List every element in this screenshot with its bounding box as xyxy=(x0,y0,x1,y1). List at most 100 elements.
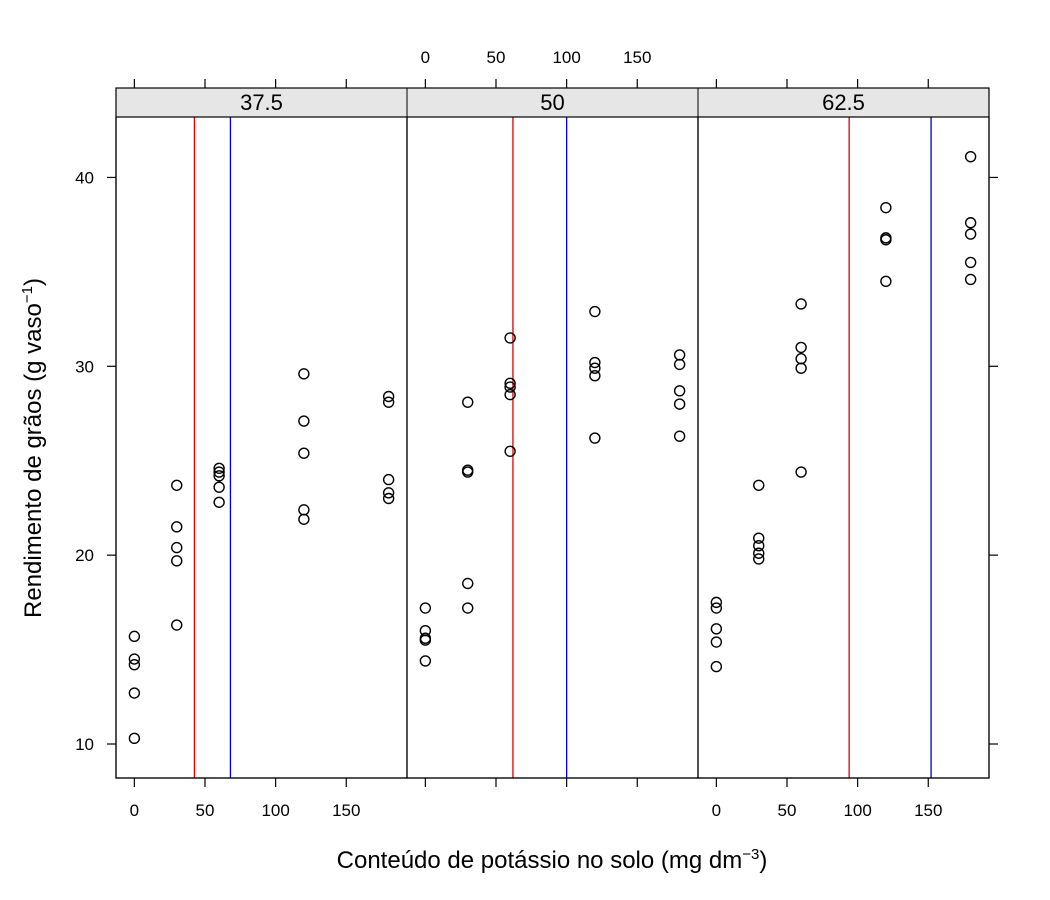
y-tick-label: 20 xyxy=(75,546,94,565)
data-point xyxy=(795,353,807,365)
data-point xyxy=(171,619,183,631)
x-tick-label: 150 xyxy=(914,801,942,820)
data-point xyxy=(795,362,807,374)
data-point xyxy=(171,521,183,533)
strip-background xyxy=(115,87,408,118)
data-point xyxy=(753,479,765,491)
data-point xyxy=(213,481,225,493)
data-point xyxy=(382,492,395,505)
data-point xyxy=(298,447,310,459)
data-point xyxy=(504,377,516,389)
strip-label: 50 xyxy=(540,90,564,115)
axes-layer: 0 50 100 150 0 50 100 150 0 50 100 150 10 20 30 40 xyxy=(75,48,998,820)
panel-62.5: 62.5 xyxy=(697,87,990,779)
data-point xyxy=(298,513,310,525)
y-axis-title-main: Rendimento de grãos (g vaso xyxy=(20,303,47,618)
data-point xyxy=(504,332,516,344)
data-point xyxy=(171,555,183,567)
data-point xyxy=(710,596,723,609)
data-point xyxy=(419,655,432,667)
x-tick-label: 150 xyxy=(623,48,651,67)
data-point xyxy=(673,385,686,397)
data-point xyxy=(673,398,686,410)
y-tick-label: 30 xyxy=(75,357,94,376)
data-point xyxy=(673,430,686,442)
data-point xyxy=(298,415,310,427)
data-point xyxy=(964,150,977,163)
x-tick-label: 150 xyxy=(332,801,360,820)
data-point xyxy=(419,634,432,646)
x-tick-label: 100 xyxy=(552,48,580,67)
x-tick-label: 50 xyxy=(487,48,506,67)
x-tick-label: 100 xyxy=(843,801,871,820)
x-tick-label: 100 xyxy=(261,801,289,820)
y-axis-title-sup: −1 xyxy=(19,286,36,303)
data-point xyxy=(382,473,395,486)
data-point xyxy=(382,396,395,408)
data-point xyxy=(462,466,474,478)
data-point xyxy=(964,217,977,229)
data-point xyxy=(462,602,474,614)
data-point xyxy=(753,547,765,559)
data-point xyxy=(673,349,686,361)
panel-50: 50 xyxy=(406,87,699,779)
data-point xyxy=(382,390,395,403)
data-point xyxy=(710,636,723,648)
y-axis-title-end: ) xyxy=(20,278,47,286)
data-point xyxy=(419,602,432,614)
panel-frame xyxy=(697,116,990,779)
x-tick-label: 50 xyxy=(778,801,797,820)
data-point xyxy=(964,256,977,269)
data-point xyxy=(504,388,516,401)
data-point xyxy=(382,487,395,499)
x-tick-label: 0 xyxy=(421,48,430,67)
data-point xyxy=(710,623,723,635)
data-point xyxy=(589,370,601,382)
data-point xyxy=(673,358,686,371)
strip-label: 37.5 xyxy=(240,90,283,115)
y-tick-label: 10 xyxy=(75,735,94,754)
data-point xyxy=(213,462,225,474)
data-point xyxy=(128,732,141,745)
x-tick-label: 50 xyxy=(196,801,215,820)
data-point xyxy=(171,541,183,554)
data-point xyxy=(880,234,892,246)
data-point xyxy=(880,201,892,214)
x-axis-title-sup: −3 xyxy=(742,846,759,863)
data-point xyxy=(171,479,183,491)
data-point xyxy=(753,553,765,565)
outer-frame xyxy=(115,87,990,779)
data-point xyxy=(298,504,310,516)
data-point xyxy=(589,305,601,318)
data-point xyxy=(213,466,225,478)
data-point xyxy=(589,432,601,444)
data-point xyxy=(880,275,892,288)
data-point xyxy=(795,466,807,478)
y-axis-title: Rendimento de grãos (g vaso−1) xyxy=(19,278,47,618)
data-point xyxy=(462,396,474,408)
data-point xyxy=(128,653,141,665)
data-point xyxy=(753,540,765,552)
strip-label: 62.5 xyxy=(822,90,865,115)
x-axis-title-end: ) xyxy=(759,847,767,874)
data-point xyxy=(462,577,474,590)
data-point xyxy=(504,381,516,393)
panel-frame xyxy=(115,116,408,779)
y-tick-label: 40 xyxy=(75,168,94,187)
data-point xyxy=(710,602,723,614)
data-point xyxy=(128,687,141,699)
data-point xyxy=(589,362,601,374)
panel-frame xyxy=(406,116,699,779)
panel-37.5: 37.5 xyxy=(115,87,408,779)
x-tick-label: 0 xyxy=(712,801,721,820)
x-axis-title-main: Conteúdo de potássio no solo (mg dm xyxy=(337,847,743,874)
data-point xyxy=(589,356,601,369)
data-point xyxy=(213,496,225,508)
data-point xyxy=(213,470,225,482)
data-point xyxy=(128,658,141,671)
x-tick-label: 0 xyxy=(130,801,139,820)
data-point xyxy=(710,660,723,673)
data-point xyxy=(964,273,977,286)
panels-layer: 37.5 50 62.5 xyxy=(115,87,990,779)
